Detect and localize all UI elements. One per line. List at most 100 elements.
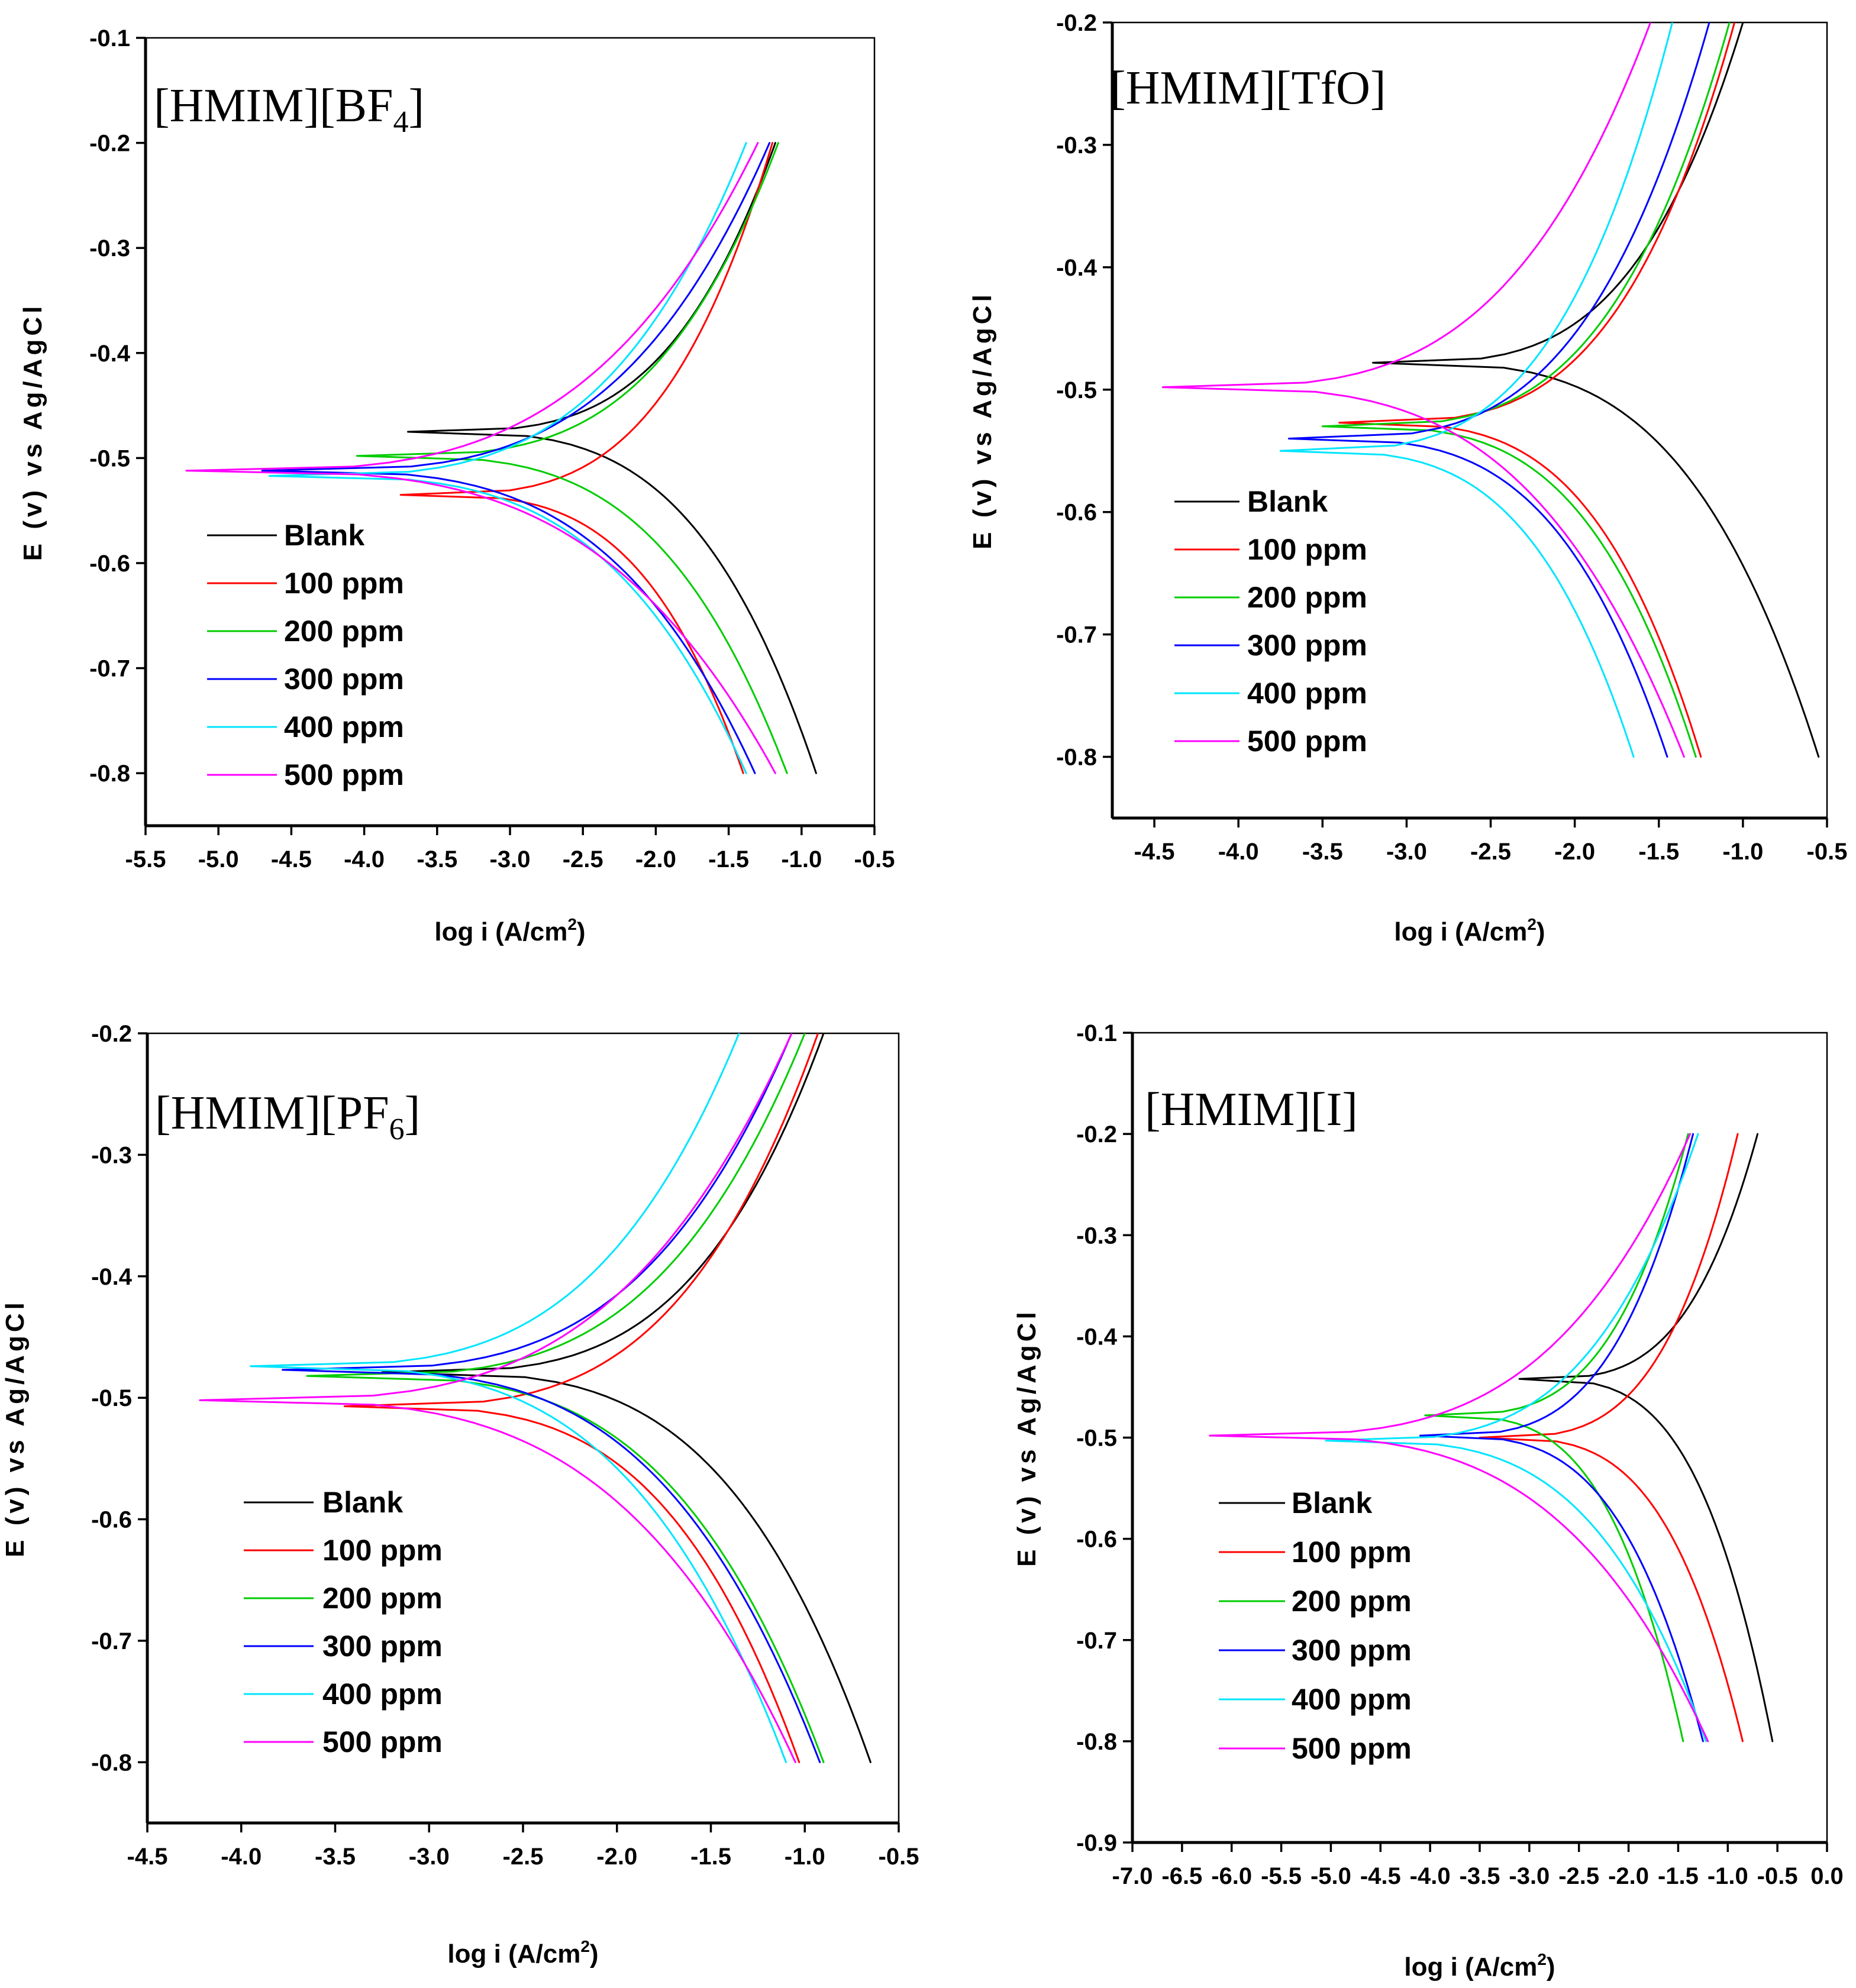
legend-label: 400 ppm — [322, 1677, 443, 1711]
legend-label: 300 ppm — [1247, 629, 1367, 662]
x-axis-label-main: log i (A/cm — [1394, 917, 1527, 946]
x-axis-label-end: ) — [1537, 917, 1545, 946]
y-tick-label: -0.8 — [91, 1750, 132, 1776]
x-tick-label: -3.5 — [1460, 1863, 1500, 1889]
x-tick-label: -3.5 — [417, 846, 457, 872]
x-axis-label: log i (A/cm2) — [1404, 1950, 1555, 1981]
x-tick-label: -1.0 — [785, 1844, 825, 1870]
x-tick-label: -2.0 — [1608, 1863, 1649, 1889]
x-tick-label: -6.5 — [1161, 1863, 1202, 1889]
x-tick-label: -2.5 — [1558, 1863, 1599, 1889]
chart-title-main: [HMIM][I] — [1145, 1084, 1358, 1136]
legend-label: Blank — [1292, 1486, 1372, 1520]
y-tick-label: -0.5 — [91, 1385, 132, 1411]
y-axis-label: E (v) vs Ag/AgCl — [18, 303, 47, 561]
legend-label: 100 ppm — [1292, 1536, 1412, 1569]
legend-label: 100 ppm — [284, 567, 404, 600]
x-tick-label: 0.0 — [1810, 1863, 1844, 1889]
legend-label: 500 ppm — [284, 758, 404, 791]
series-line-500-ppm — [1209, 1133, 1709, 1743]
legend-label: 200 ppm — [1247, 581, 1367, 614]
chart-title-end: ] — [405, 1087, 421, 1139]
x-tick-label: -1.5 — [1638, 839, 1679, 865]
y-tick-label: -0.8 — [1056, 745, 1097, 771]
y-tick-label: -0.3 — [91, 1142, 132, 1168]
y-tick-label: -0.2 — [1076, 1121, 1117, 1147]
y-tick-label: -0.4 — [1056, 255, 1098, 281]
y-tick-label: -0.7 — [1076, 1628, 1117, 1654]
legend-label: 400 ppm — [1292, 1683, 1412, 1716]
y-tick-label: -0.6 — [89, 551, 130, 577]
x-tick-label: -4.0 — [1218, 839, 1259, 865]
x-tick-label: -7.0 — [1112, 1863, 1153, 1889]
series-line-500-ppm — [185, 142, 776, 774]
chart-panel-4: -7.0 -6.5 -6.0 -5.5 -5.0 -4.5 -4.0 -3.5 -3.0 -2.5… — [1012, 1020, 1844, 1981]
y-tick-label: -0.8 — [89, 761, 130, 787]
legend-label: 300 ppm — [1292, 1634, 1412, 1667]
series-line-200-ppm — [356, 142, 788, 774]
x-axis-label: log i (A/cm2) — [434, 915, 585, 946]
curve-group — [185, 142, 817, 774]
chart-panel-2: -4.5 -4.0 -3.5 -3.0 -2.5 -2.0 -1.5 -1.0 -0.5 -0.2… — [968, 10, 1847, 946]
x-tick-label: -2.0 — [635, 846, 676, 872]
legend-label: 200 ppm — [284, 615, 404, 648]
y-tick-label: -0.1 — [1076, 1020, 1117, 1046]
chart-title-main: [HMIM][TfO] — [1110, 62, 1386, 114]
legend-label: Blank — [1247, 485, 1328, 518]
curve-group — [1161, 22, 1820, 758]
plot-frame — [1111, 21, 1828, 819]
x-tick-label: -0.5 — [1757, 1863, 1798, 1889]
x-tick-label: -1.5 — [708, 846, 749, 872]
y-tick-label: -0.5 — [1056, 377, 1097, 403]
series-line-blank — [1372, 22, 1820, 758]
legend-label: Blank — [322, 1486, 403, 1519]
x-axis-label-end: ) — [590, 1939, 599, 1968]
x-tick-label: -2.5 — [1470, 839, 1511, 865]
x-tick-label: -5.5 — [125, 846, 166, 872]
legend-label: Blank — [284, 519, 364, 552]
x-tick-label: -4.5 — [1134, 839, 1175, 865]
chart-title-sub: 6 — [389, 1113, 405, 1146]
series-line-blank — [407, 142, 817, 774]
x-axis-label-main: log i (A/cm — [1404, 1953, 1537, 1981]
x-axis-label-sup: 2 — [1527, 915, 1537, 933]
y-tick-label: -0.3 — [1076, 1223, 1117, 1249]
series-line-400-ppm — [1279, 22, 1673, 758]
series-line-400-ppm — [1325, 1133, 1707, 1743]
y-tick-label: -0.6 — [1056, 500, 1097, 526]
x-axis-label-main: log i (A/cm — [434, 917, 567, 946]
x-tick-label: -1.5 — [1658, 1863, 1699, 1889]
legend-label: 500 ppm — [1292, 1732, 1412, 1765]
legend-label: 300 ppm — [322, 1630, 443, 1663]
y-tick-label: -0.7 — [1056, 622, 1097, 648]
x-tick-label: -5.0 — [1311, 1863, 1351, 1889]
x-axis-label-end: ) — [1547, 1953, 1555, 1981]
series-line-blank — [1518, 1133, 1774, 1743]
series-line-100-ppm — [1479, 1133, 1744, 1743]
y-tick-label: -0.5 — [89, 445, 130, 471]
chart-panel-1: -5.5 -5.0 -4.5 -4.0 -3.5 -3.0 -2.5 -2.0 -1.5 -1.0… — [18, 25, 895, 946]
x-tick-label: -5.0 — [198, 846, 239, 872]
x-tick-label: -2.5 — [503, 1844, 544, 1870]
x-tick-label: -0.5 — [879, 1844, 919, 1870]
x-tick-label: -3.0 — [490, 846, 531, 872]
series-line-300-ppm — [282, 1033, 821, 1763]
y-tick-label: -0.4 — [91, 1264, 133, 1290]
legend-label: 300 ppm — [284, 662, 404, 696]
chart-panel-3: -4.5 -4.0 -3.5 -3.0 -2.5 -2.0 -1.5 -1.0 -0.5 -0.2… — [1, 1021, 919, 1968]
x-tick-label: -1.5 — [690, 1844, 731, 1870]
series-line-100-ppm — [1338, 22, 1736, 758]
y-tick-label: -0.2 — [91, 1021, 132, 1047]
chart-title: [HMIM][PF6] — [155, 1087, 420, 1146]
x-axis-label-sup: 2 — [567, 915, 577, 933]
curve-group — [1209, 1133, 1774, 1743]
x-tick-label: -5.5 — [1261, 1863, 1302, 1889]
legend-label: 500 ppm — [322, 1725, 443, 1759]
legend: Blank 100 ppm 200 ppm 300 ppm 400 ppm 500 ppm — [1219, 1486, 1412, 1765]
legend-label: 500 ppm — [1247, 725, 1367, 758]
x-tick-label: -2.0 — [1554, 839, 1595, 865]
series-line-200-ppm — [1321, 22, 1731, 758]
x-tick-label: -4.5 — [271, 846, 312, 872]
x-tick-label: -1.0 — [781, 846, 822, 872]
